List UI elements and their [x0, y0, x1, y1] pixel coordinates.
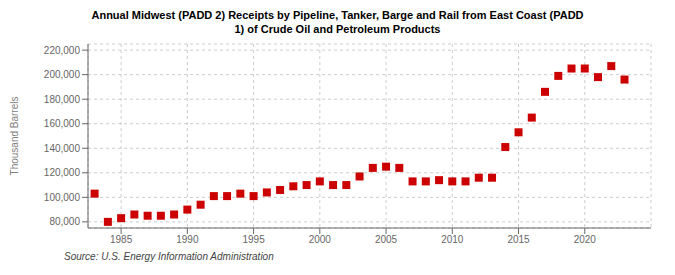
svg-text:2010: 2010	[441, 234, 464, 245]
svg-text:80,000: 80,000	[49, 216, 80, 227]
svg-text:100,000: 100,000	[44, 192, 81, 203]
svg-text:220,000: 220,000	[44, 45, 81, 56]
svg-text:200,000: 200,000	[44, 69, 81, 80]
html-text:Source: U.S. Energy Informatio: Source: U.S. Energy Information Administ…	[64, 251, 274, 262]
svg-text:160,000: 160,000	[44, 118, 81, 129]
svg-text:2005: 2005	[375, 234, 398, 245]
svg-text:1985: 1985	[110, 234, 133, 245]
svg-text:1995: 1995	[242, 234, 265, 245]
html-text:1) of Crude Oil and Petroleum: 1) of Crude Oil and Petroleum Products	[234, 23, 441, 35]
html-text:Annual Midwest (PADD 2) Receip: Annual Midwest (PADD 2) Receipts by Pipe…	[91, 9, 584, 21]
svg-text:2020: 2020	[574, 234, 597, 245]
svg-text:Thousand Barrels: Thousand Barrels	[9, 97, 20, 176]
svg-text:2000: 2000	[309, 234, 332, 245]
svg-text:180,000: 180,000	[44, 94, 81, 105]
svg-text:2015: 2015	[507, 234, 530, 245]
svg-text:120,000: 120,000	[44, 167, 81, 178]
svg-text:1990: 1990	[176, 234, 199, 245]
svg-text:140,000: 140,000	[44, 143, 81, 154]
